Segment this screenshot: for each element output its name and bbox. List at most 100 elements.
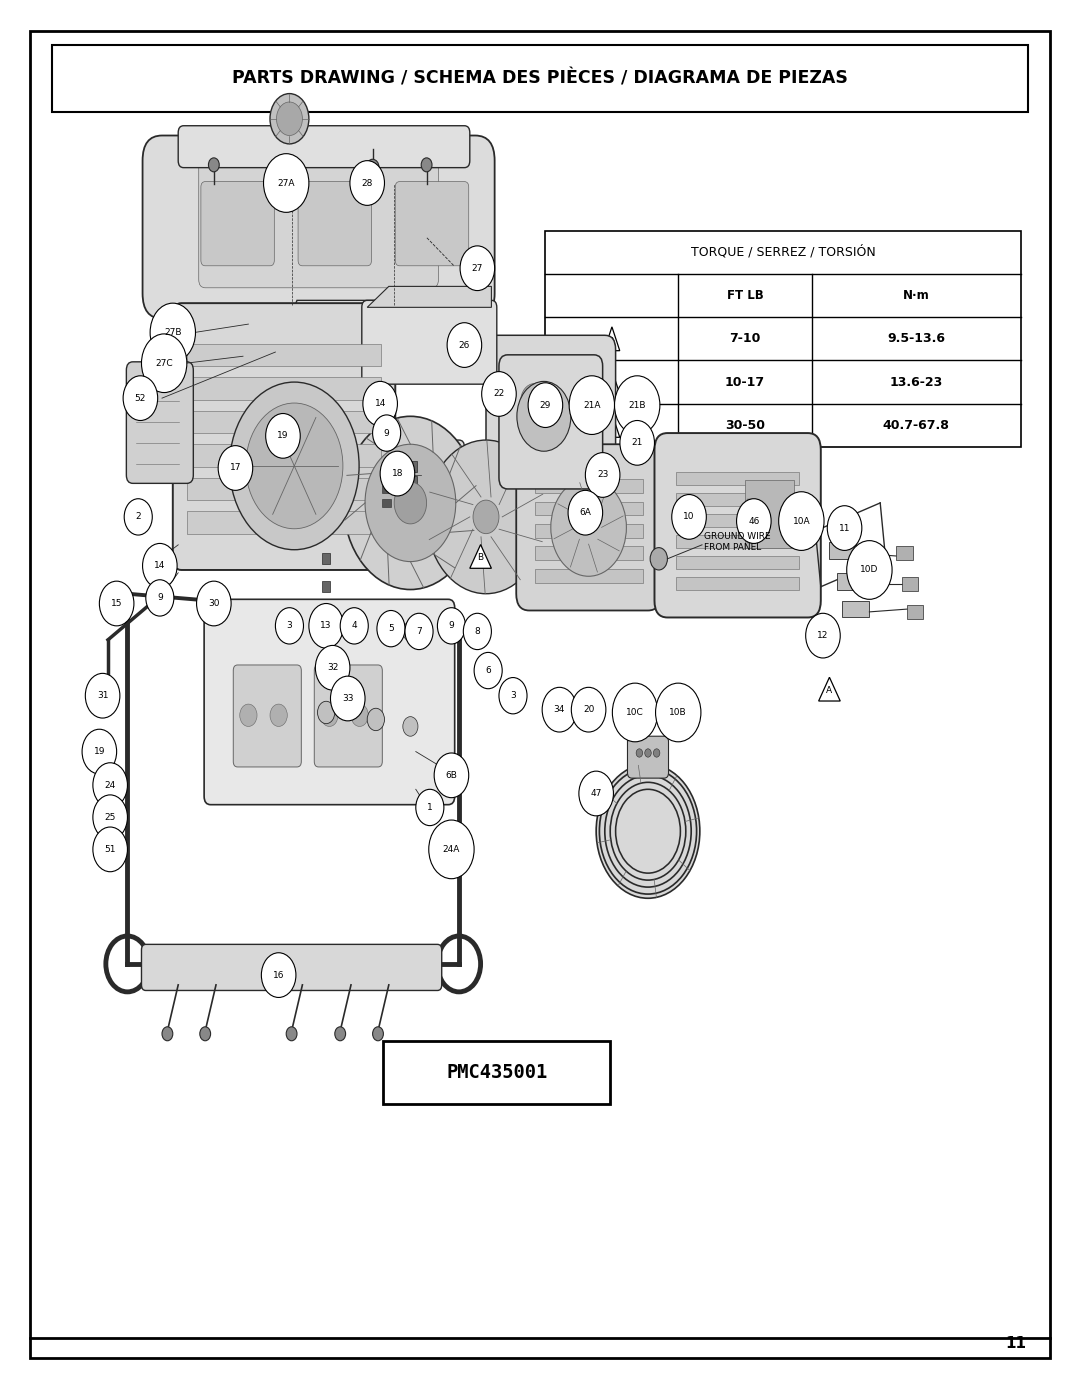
Text: 3: 3 [510, 692, 516, 700]
Text: B: B [477, 553, 484, 562]
Bar [382, 499, 391, 507]
Bar [545, 231, 1021, 447]
FancyBboxPatch shape [314, 665, 382, 767]
Text: 4: 4 [351, 622, 357, 630]
Text: 51: 51 [105, 845, 116, 854]
Circle shape [373, 415, 401, 451]
Text: 47: 47 [591, 789, 602, 798]
Circle shape [460, 246, 495, 291]
Circle shape [365, 444, 456, 562]
Text: 21A: 21A [583, 401, 600, 409]
FancyBboxPatch shape [199, 158, 438, 288]
FancyBboxPatch shape [298, 182, 372, 265]
Bar [187, 511, 381, 534]
Circle shape [351, 704, 368, 726]
Bar [842, 601, 869, 617]
Circle shape [246, 402, 343, 529]
Circle shape [656, 683, 701, 742]
Circle shape [124, 499, 152, 535]
Circle shape [416, 789, 444, 826]
Circle shape [315, 645, 350, 690]
FancyBboxPatch shape [654, 433, 821, 617]
Bar [676, 493, 799, 506]
FancyBboxPatch shape [233, 665, 301, 767]
Text: 7-10: 7-10 [729, 332, 760, 345]
Circle shape [571, 687, 606, 732]
Circle shape [636, 749, 643, 757]
FancyBboxPatch shape [201, 182, 274, 265]
Circle shape [363, 381, 397, 426]
Text: 23: 23 [597, 471, 608, 479]
Circle shape [367, 708, 384, 731]
Polygon shape [275, 300, 491, 356]
Text: 27B: 27B [164, 328, 181, 337]
Text: 27C: 27C [156, 359, 173, 367]
Bar [52, 45, 1028, 112]
Circle shape [143, 543, 177, 588]
Text: 14: 14 [375, 400, 386, 408]
Text: 52: 52 [135, 394, 146, 402]
Circle shape [141, 334, 187, 393]
Bar [676, 535, 799, 548]
Circle shape [447, 323, 482, 367]
Circle shape [427, 440, 545, 594]
Text: 21: 21 [632, 439, 643, 447]
Circle shape [645, 749, 651, 757]
Circle shape [377, 610, 405, 647]
Text: 15: 15 [111, 599, 122, 608]
Circle shape [569, 376, 615, 434]
Circle shape [240, 704, 257, 726]
Circle shape [264, 154, 309, 212]
Text: 9: 9 [157, 594, 163, 602]
Polygon shape [819, 678, 840, 701]
Text: 17: 17 [230, 464, 241, 472]
Circle shape [551, 479, 626, 577]
Text: 19: 19 [278, 432, 288, 440]
Text: 6A: 6A [580, 509, 591, 517]
Text: 24: 24 [105, 781, 116, 789]
Text: 29: 29 [540, 401, 551, 409]
Text: 27: 27 [472, 264, 483, 272]
Circle shape [615, 376, 660, 434]
Circle shape [229, 383, 359, 550]
Circle shape [309, 604, 343, 648]
Circle shape [620, 420, 654, 465]
Circle shape [596, 764, 700, 898]
Bar [535, 569, 643, 583]
Polygon shape [470, 545, 491, 569]
Text: C: C [608, 423, 616, 433]
Circle shape [82, 729, 117, 774]
Text: 8: 8 [474, 627, 481, 636]
Bar [837, 573, 864, 590]
Circle shape [330, 676, 365, 721]
Circle shape [528, 383, 563, 427]
Circle shape [434, 753, 469, 798]
Circle shape [261, 953, 296, 997]
Text: 30-50: 30-50 [725, 419, 765, 432]
Bar [408, 492, 417, 503]
Circle shape [85, 673, 120, 718]
Text: 19: 19 [94, 747, 105, 756]
Bar [745, 481, 794, 548]
Text: 6B: 6B [446, 771, 457, 780]
Circle shape [93, 827, 127, 872]
Circle shape [276, 102, 302, 136]
Bar [676, 577, 799, 590]
Circle shape [847, 541, 892, 599]
Text: 1: 1 [427, 803, 433, 812]
Circle shape [340, 608, 368, 644]
Circle shape [123, 376, 158, 420]
Text: 31: 31 [97, 692, 108, 700]
Text: 28: 28 [362, 179, 373, 187]
Bar [187, 444, 381, 467]
Circle shape [99, 581, 134, 626]
Circle shape [270, 704, 287, 726]
Circle shape [568, 490, 603, 535]
Bar [187, 411, 381, 433]
Text: 13.6-23: 13.6-23 [890, 376, 943, 388]
Circle shape [270, 94, 309, 144]
Circle shape [429, 820, 474, 879]
Circle shape [473, 500, 499, 534]
FancyBboxPatch shape [141, 944, 442, 990]
Text: 30: 30 [208, 599, 219, 608]
